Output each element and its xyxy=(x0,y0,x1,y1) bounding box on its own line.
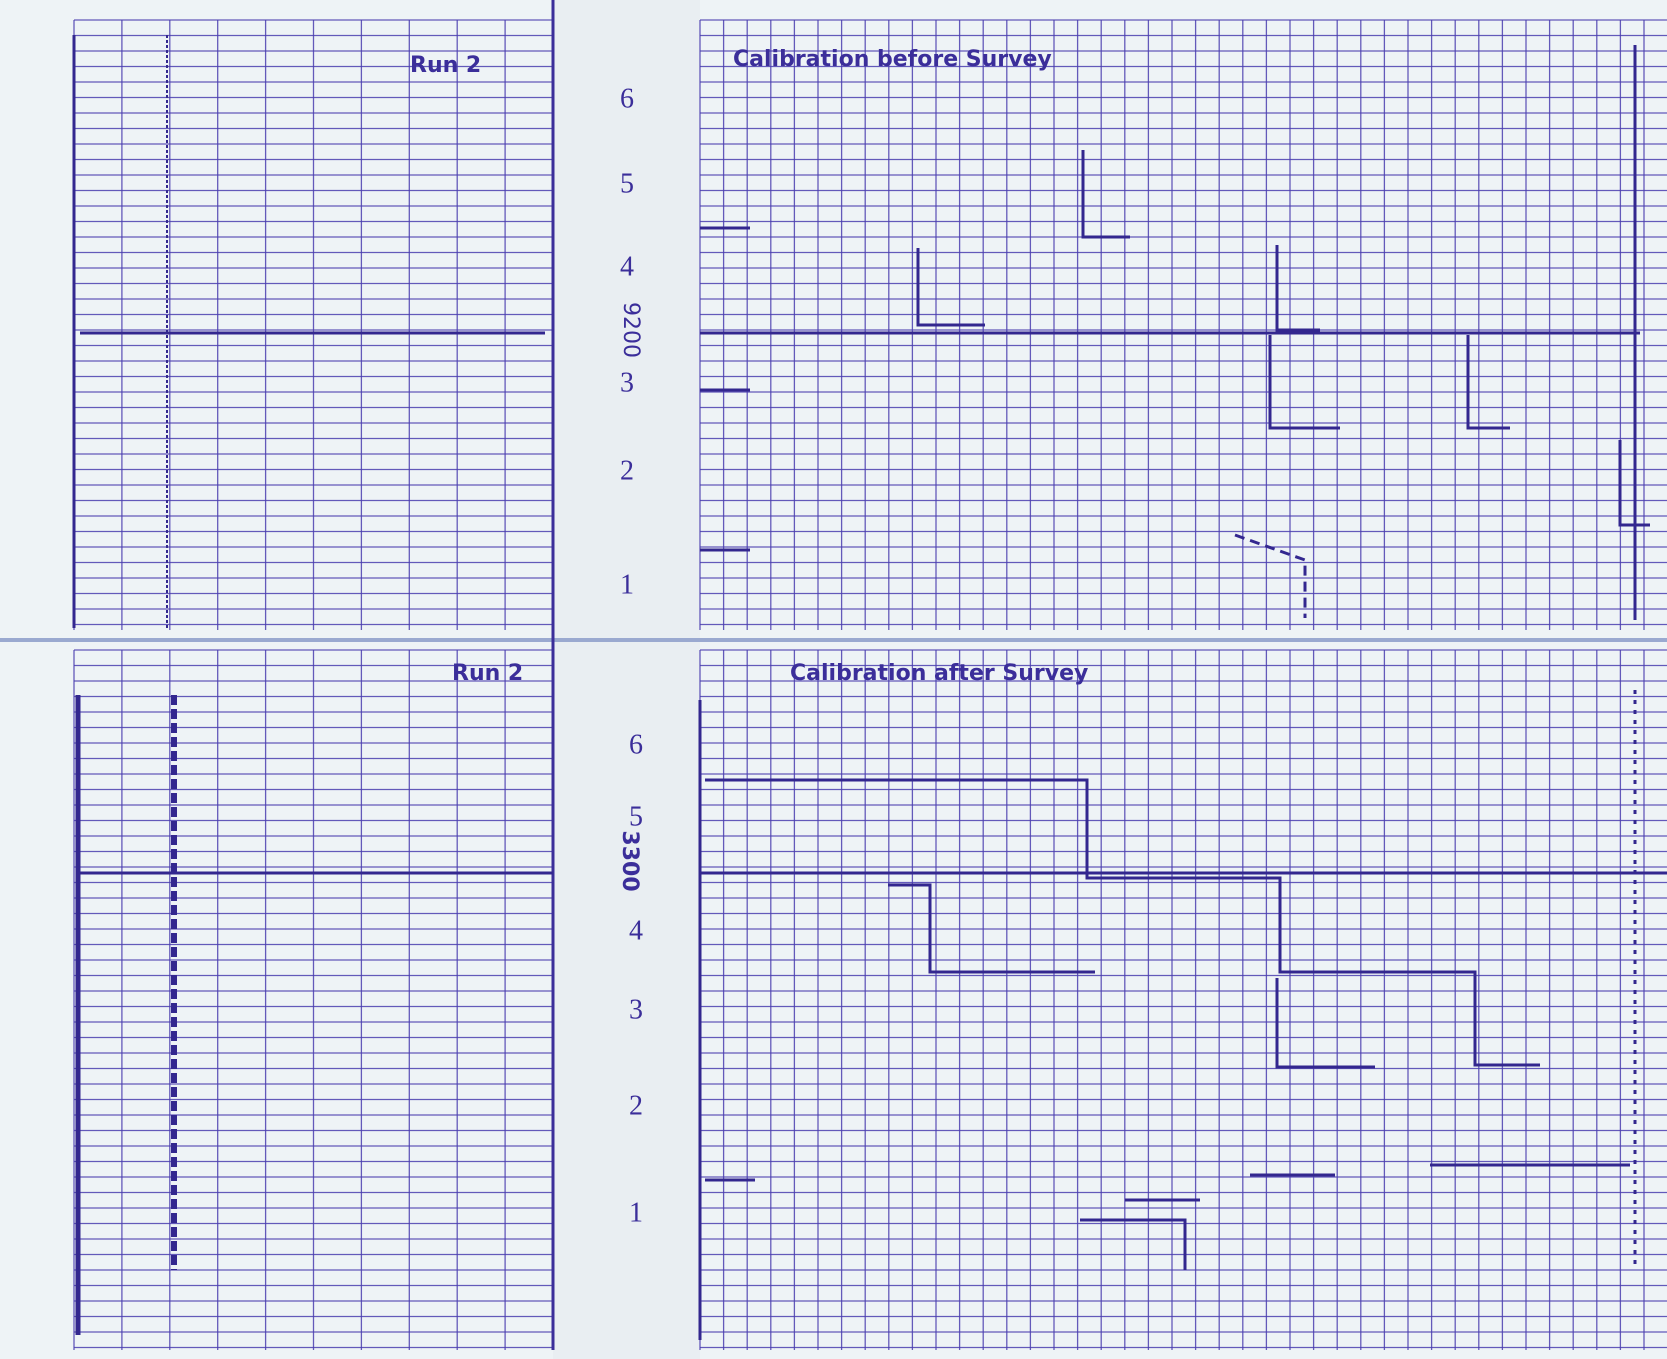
scale-label: 6 xyxy=(629,729,643,760)
depth-column xyxy=(553,0,700,1359)
scale-labels: 6 5 4 3 2 1 6 5 4 3 2 1 xyxy=(620,83,643,1228)
trace xyxy=(888,883,1095,974)
traces xyxy=(72,35,1650,1340)
scale-label: 2 xyxy=(620,455,634,486)
trace xyxy=(705,1163,1630,1270)
trace xyxy=(700,226,750,552)
scale-label: 4 xyxy=(620,251,634,282)
run-label: Run 2 xyxy=(410,53,481,78)
trace xyxy=(916,248,985,327)
scale-label: 6 xyxy=(620,83,634,114)
trace xyxy=(705,778,1540,1067)
panel-title: Calibration before Survey xyxy=(733,47,1052,72)
scale-label: 5 xyxy=(629,801,643,832)
scale-label: 5 xyxy=(620,168,634,199)
trace xyxy=(1275,978,1375,1069)
trace xyxy=(1081,150,1130,239)
scale-label: 3 xyxy=(629,994,643,1025)
scale-label: 4 xyxy=(629,915,643,946)
scale-label: 3 xyxy=(620,367,634,398)
scale-label: 1 xyxy=(629,1197,643,1228)
depth-label: 3300 xyxy=(617,830,642,891)
trace xyxy=(1275,245,1320,332)
trace xyxy=(1234,533,1307,618)
scale-label: 1 xyxy=(620,569,634,600)
trace xyxy=(1268,335,1340,430)
depth-label: 9200 xyxy=(618,302,643,358)
run-label: Run 2 xyxy=(452,661,523,686)
scale-label: 2 xyxy=(629,1090,643,1121)
grid xyxy=(73,0,1667,1350)
trace xyxy=(1618,45,1650,620)
panel-title: Calibration after Survey xyxy=(790,661,1088,686)
trace xyxy=(1466,335,1510,430)
